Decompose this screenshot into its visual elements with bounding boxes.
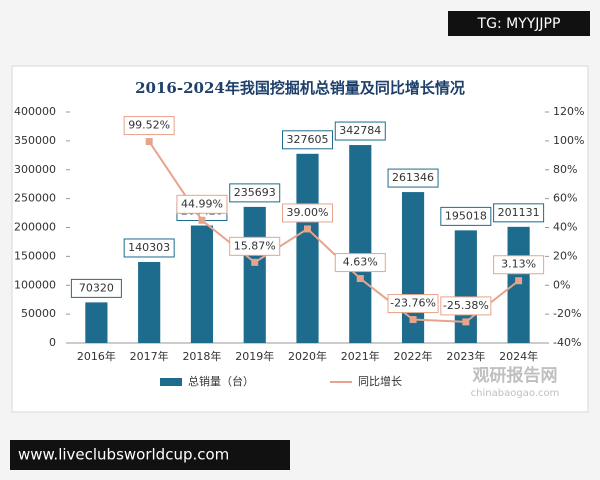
bar <box>349 145 372 343</box>
y2-tick-label: -20% <box>553 307 581 320</box>
line-marker <box>409 316 417 324</box>
y-tick-label: 100000 <box>14 278 56 291</box>
chart-title: 2016-2024年我国挖掘机总销量及同比增长情况 <box>135 79 465 97</box>
watermark-text: TG: MYYJJPP <box>477 16 561 32</box>
data-label: 70320 <box>79 281 114 294</box>
data-label: 39.00% <box>287 206 329 219</box>
y2-tick-label: 0% <box>553 278 570 291</box>
x-tick-label: 2019年 <box>235 349 274 363</box>
logo-text: 观研报告网 <box>472 365 558 386</box>
legend-swatch <box>160 378 182 386</box>
data-label-box <box>493 255 545 275</box>
x-tick-label: 2021年 <box>341 349 380 363</box>
line-marker <box>304 225 311 233</box>
bar <box>454 230 477 343</box>
y2-tick-label: 100% <box>553 134 584 147</box>
data-label-box <box>440 206 492 226</box>
data-label-box <box>440 296 492 316</box>
y-tick-label: 350000 <box>14 134 56 147</box>
data-label: 235693 <box>234 186 276 199</box>
data-label-box <box>282 203 333 223</box>
bar <box>507 226 530 343</box>
data-label: 44.99% <box>181 197 223 210</box>
bar <box>243 206 266 343</box>
y-tick-label: 400000 <box>14 105 56 118</box>
watermark-box <box>448 11 590 36</box>
data-label-box <box>334 253 386 273</box>
x-tick-label: 2022年 <box>394 349 433 363</box>
data-label-box <box>229 183 281 203</box>
watermark-box <box>10 440 290 470</box>
data-label: 327605 <box>287 133 329 146</box>
x-tick-label: 2017年 <box>130 349 169 363</box>
data-label: -23.76% <box>390 297 436 310</box>
data-label: 342784 <box>339 124 381 137</box>
x-tick-label: 2018年 <box>182 349 221 363</box>
line-marker <box>356 275 364 283</box>
data-label-box <box>387 168 439 188</box>
y-tick-label: 250000 <box>14 192 56 205</box>
y-tick-label: 0 <box>49 336 56 349</box>
data-label-box <box>123 116 175 136</box>
y2-tick-label: -40% <box>553 336 581 349</box>
legend-label: 总销量（台） <box>188 374 254 388</box>
line-marker <box>145 138 153 146</box>
data-label: -25.38% <box>443 299 489 312</box>
bar <box>190 225 214 343</box>
line-marker <box>515 277 523 285</box>
data-label-box <box>229 236 281 256</box>
data-label-box <box>282 130 333 150</box>
data-label-box <box>70 278 122 298</box>
data-label-box <box>176 194 228 214</box>
x-tick-label: 2024年 <box>499 349 538 363</box>
legend-label: 同比增长 <box>358 374 402 388</box>
bar <box>85 302 108 343</box>
data-label-box <box>387 294 439 314</box>
y2-tick-label: 60% <box>553 192 577 205</box>
data-label: 4.63% <box>343 256 378 269</box>
y-tick-label: 50000 <box>21 307 56 320</box>
y-tick-label: 200000 <box>14 221 56 234</box>
data-label-box <box>334 121 386 141</box>
data-label-box <box>123 238 175 258</box>
x-tick-label: 2020年 <box>288 349 327 363</box>
x-tick-label: 2023年 <box>446 349 485 363</box>
data-label: 3.13% <box>501 258 536 271</box>
watermark-text: www.liveclubsworldcup.com <box>18 446 229 464</box>
data-label: 261346 <box>392 171 434 184</box>
line-marker <box>462 318 470 326</box>
y2-tick-label: 40% <box>553 221 577 234</box>
data-label-box <box>493 203 545 223</box>
data-label: 140303 <box>128 241 170 254</box>
data-label: 99.52% <box>128 119 170 132</box>
y-tick-label: 150000 <box>14 249 56 262</box>
line <box>148 141 520 323</box>
logo-url: chinabaogao.com <box>471 388 560 399</box>
y-tick-label: 300000 <box>14 163 56 176</box>
line-marker <box>251 258 259 266</box>
x-tick-label: 2016年 <box>77 349 116 363</box>
data-label: 15.87% <box>234 239 276 252</box>
bar <box>296 153 319 343</box>
y2-tick-label: 20% <box>553 249 577 262</box>
line-marker <box>198 216 206 224</box>
y2-tick-label: 80% <box>553 163 577 176</box>
data-label: 201131 <box>498 206 540 219</box>
bar <box>138 261 161 343</box>
data-label: 195018 <box>445 209 487 222</box>
y2-tick-label: 120% <box>553 105 584 118</box>
